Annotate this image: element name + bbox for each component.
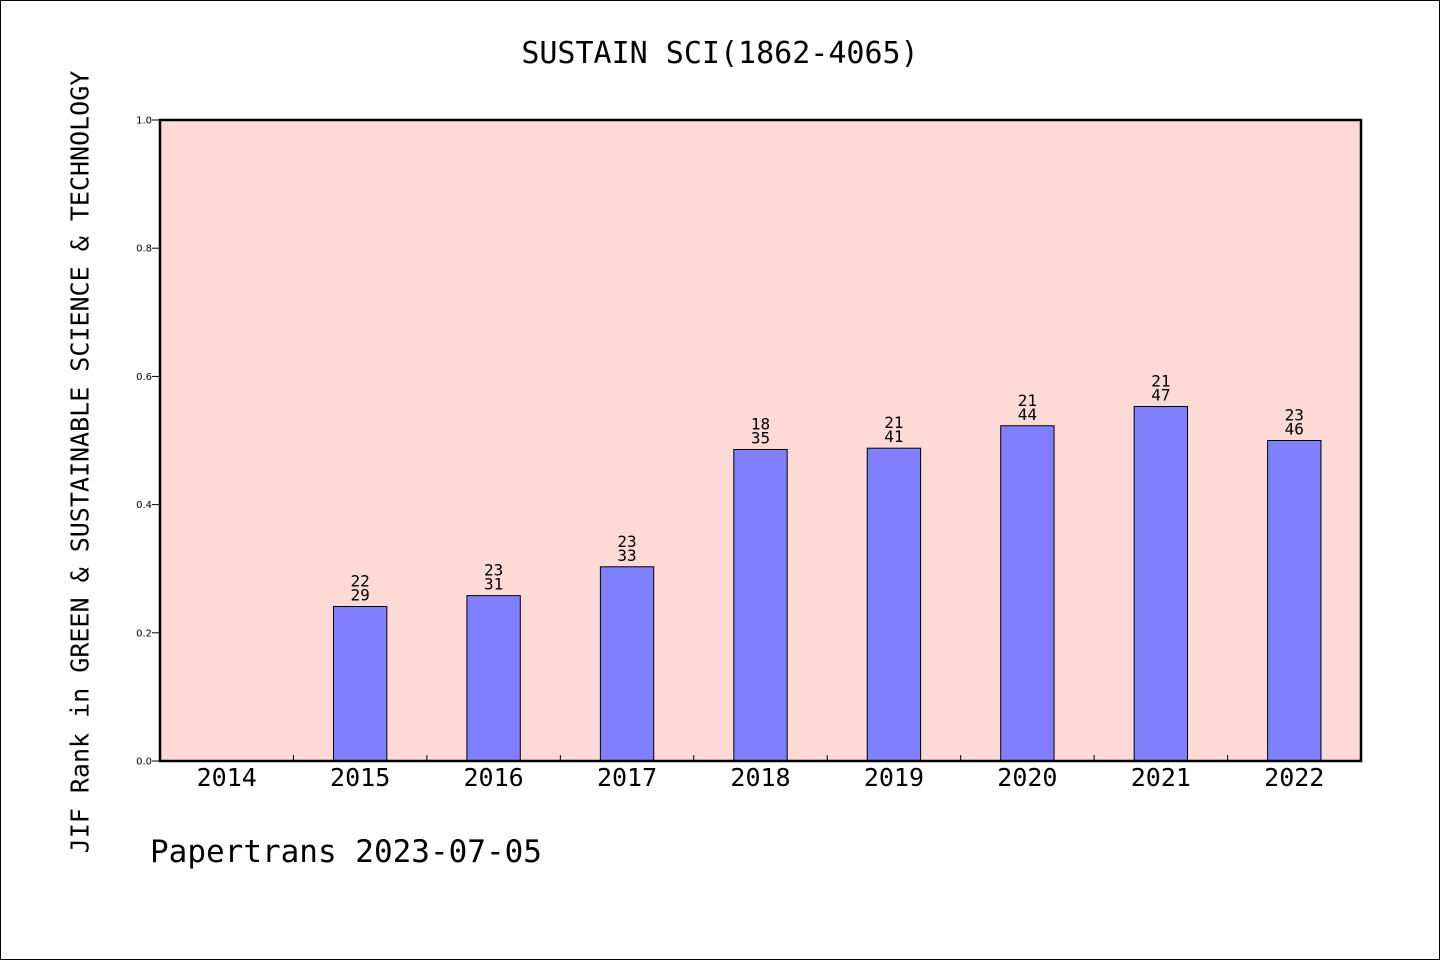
bar — [866, 447, 922, 762]
x-axis: 2014 2015 2016 2017 2018 2019 2020 2021 2022 — [197, 755, 1324, 792]
y-tick-label: 0.0 — [136, 757, 152, 768]
footer-watermark: Papertrans 2023-07-05 — [150, 834, 542, 870]
bar — [1133, 406, 1189, 762]
plot-border — [158, 118, 1363, 763]
bar-label-rank: 23 — [484, 561, 503, 580]
bar-label-total: 33 — [617, 546, 636, 565]
bar-label-total: 47 — [1151, 386, 1170, 405]
y-axis: 0.0 0.2 0.4 0.6 0.8 1.0 — [136, 116, 160, 768]
bar — [332, 606, 388, 762]
x-tick-label: 2022 — [1264, 763, 1324, 792]
bar-label-total: 35 — [751, 428, 770, 447]
bar-label-total: 29 — [351, 586, 370, 605]
bar-label-total: 41 — [884, 427, 903, 446]
bar-label-total: 46 — [1285, 420, 1304, 439]
x-tick-label: 2020 — [997, 763, 1057, 792]
x-tick-label: 2016 — [464, 763, 524, 792]
bar — [1267, 440, 1322, 762]
bar — [466, 595, 521, 762]
x-tick-label: 2015 — [330, 763, 390, 792]
y-tick-label: 0.2 — [136, 628, 152, 639]
bar-label-total: 44 — [1018, 405, 1037, 424]
bar-label-total: 31 — [484, 575, 503, 594]
bar-label-rank: 22 — [351, 572, 370, 591]
bar — [599, 566, 655, 762]
y-tick-label: 0.4 — [136, 500, 152, 511]
bar — [1000, 425, 1055, 762]
y-tick-label: 0.6 — [136, 372, 152, 383]
bar-label-rank: 21 — [1151, 372, 1170, 391]
chart-title: SUSTAIN SCI(1862-4065) — [521, 36, 919, 71]
bar-label-rank: 23 — [1285, 406, 1304, 425]
x-tick-label: 2018 — [730, 763, 790, 792]
y-tick-label: 1.0 — [136, 116, 152, 127]
x-tick-label: 2014 — [197, 763, 257, 792]
x-tick-label: 2021 — [1131, 763, 1191, 792]
y-tick-label: 0.8 — [136, 244, 152, 255]
bar — [733, 448, 788, 762]
bar-label-rank: 18 — [751, 414, 770, 433]
x-tick-label: 2017 — [597, 763, 657, 792]
x-tick-label: 2019 — [864, 763, 924, 792]
bar-label-rank: 21 — [884, 413, 903, 432]
bar-label-rank: 23 — [617, 532, 636, 551]
bar-label-rank: 21 — [1018, 391, 1037, 410]
